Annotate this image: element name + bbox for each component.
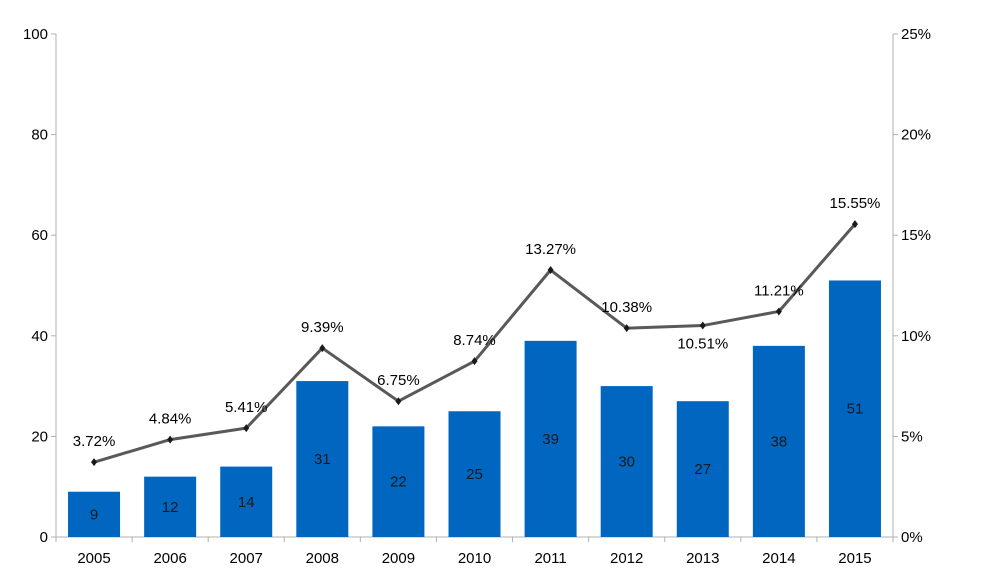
bar: [372, 426, 425, 537]
line-point-marker: [319, 344, 326, 353]
bar: [144, 476, 197, 537]
line-value-label: 4.84%: [149, 411, 192, 428]
bar-value-label: 27: [694, 461, 711, 478]
line-value-label: 15.55%: [830, 195, 881, 212]
x-tick-label: 2007: [230, 550, 263, 567]
x-tick-label: 2008: [306, 550, 339, 567]
right-tick-label: 10%: [901, 328, 931, 345]
bar: [220, 466, 273, 537]
right-tick-label: 5%: [901, 428, 923, 445]
left-tick-label: 60: [31, 227, 48, 244]
bar: [524, 340, 577, 537]
x-tick-label: 2013: [686, 550, 719, 567]
bar-value-label: 31: [314, 451, 331, 468]
right-tick-label: 0%: [901, 529, 923, 546]
bar: [68, 491, 121, 537]
bar-value-label: 9: [90, 506, 98, 523]
bar: [676, 401, 729, 537]
bar-value-label: 14: [238, 494, 255, 511]
left-tick-label: 20: [31, 428, 48, 445]
line-value-label: 6.75%: [377, 372, 420, 389]
x-tick-label: 2015: [838, 550, 871, 567]
line-value-label: 9.39%: [301, 319, 344, 336]
left-tick-label: 40: [31, 328, 48, 345]
bar: [600, 386, 653, 537]
line-value-label: 8.74%: [453, 332, 496, 349]
right-tick-label: 25%: [901, 26, 931, 43]
line-point-marker: [243, 424, 250, 433]
right-tick-label: 15%: [901, 227, 931, 244]
x-tick-label: 2012: [610, 550, 643, 567]
right-tick-label: 20%: [901, 127, 931, 144]
x-tick-label: 2014: [762, 550, 795, 567]
line-value-label: 5.41%: [225, 399, 268, 416]
x-tick-label: 2005: [77, 550, 110, 567]
x-tick-label: 2011: [534, 550, 566, 567]
line-point-marker: [699, 321, 706, 330]
line-point-marker: [623, 324, 630, 333]
bar-value-label: 39: [542, 431, 559, 448]
line-point-marker: [167, 435, 174, 444]
bar-value-label: 25: [466, 466, 483, 483]
line-point-marker: [775, 307, 782, 316]
bar-value-label: 22: [390, 474, 407, 491]
left-tick-label: 100: [23, 26, 48, 43]
x-tick-label: 2009: [382, 550, 415, 567]
line-value-label: 11.21%: [754, 282, 804, 299]
line-point-marker: [547, 266, 554, 275]
line-value-label: 10.51%: [677, 336, 728, 353]
x-tick-label: 2010: [458, 550, 491, 567]
bar-value-label: 38: [771, 433, 788, 450]
line-point-marker: [851, 220, 858, 229]
line-point-marker: [395, 397, 402, 406]
bar-value-label: 51: [847, 401, 864, 418]
bar: [752, 345, 805, 537]
line-value-label: 3.72%: [73, 433, 116, 450]
line-value-label: 13.27%: [525, 241, 576, 258]
bar: [448, 411, 501, 537]
left-tick-label: 0: [40, 529, 48, 546]
bar-value-label: 12: [162, 499, 179, 516]
line-point-marker: [471, 357, 478, 366]
x-tick-label: 2006: [153, 550, 186, 567]
bar-value-label: 30: [618, 454, 635, 471]
bar: [828, 280, 881, 537]
line-point-marker: [91, 458, 98, 467]
bar: [296, 381, 349, 537]
line-value-label: 10.38%: [601, 299, 652, 316]
left-tick-label: 80: [31, 127, 48, 144]
